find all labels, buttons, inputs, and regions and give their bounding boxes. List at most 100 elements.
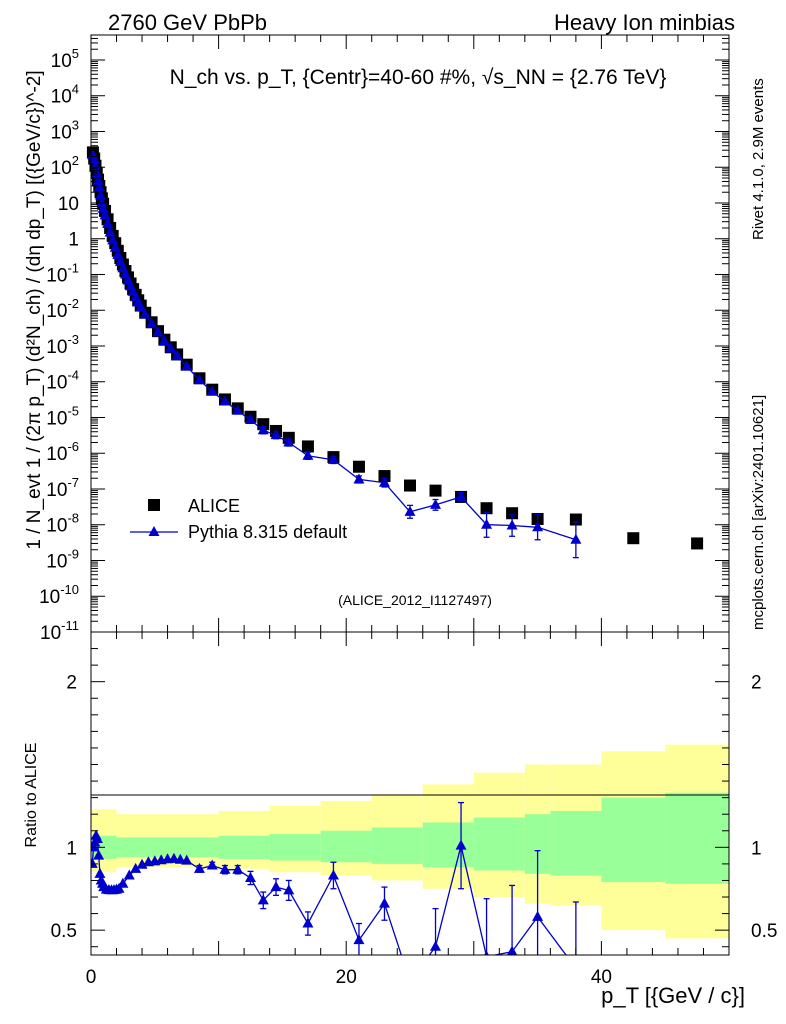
pythia-point xyxy=(455,490,467,501)
ratio-point xyxy=(206,859,218,870)
main-y-tick-label: 10-6 xyxy=(46,439,79,465)
pythia-point xyxy=(570,533,582,544)
ratio-band-green xyxy=(269,834,321,861)
main-y-tick-label: 105 xyxy=(51,46,79,72)
ratio-band-green xyxy=(665,792,729,884)
pythia-point xyxy=(158,334,170,345)
ratio-point xyxy=(455,839,467,850)
pythia-point xyxy=(206,385,218,396)
ratio-point xyxy=(378,897,390,908)
ratio-point xyxy=(257,894,269,905)
pythia-point xyxy=(532,521,544,532)
pythia-point xyxy=(181,360,193,371)
pythia-point xyxy=(404,505,416,516)
ratio-point xyxy=(91,857,98,868)
pythia-point xyxy=(506,519,518,530)
main-x-axis xyxy=(90,35,730,632)
ratio-y-tick-label: 1 xyxy=(66,838,77,859)
x-tick-label: 20 xyxy=(336,967,357,988)
alice-point xyxy=(404,479,416,492)
main-y-tick-label: 1 xyxy=(68,230,79,251)
watermark: (ALICE_2012_I1127497) xyxy=(338,592,492,608)
ratio-point xyxy=(506,945,518,955)
ratio-point xyxy=(181,854,193,865)
pythia-point xyxy=(171,349,183,360)
main-y-tick-label: 10-2 xyxy=(46,296,79,322)
main-y-tick-label: 103 xyxy=(51,117,79,143)
legend: ALICE Pythia 8.315 default xyxy=(130,496,347,542)
legend-alice-marker xyxy=(148,499,160,511)
ratio-point xyxy=(219,863,231,874)
ratio-point xyxy=(123,869,135,880)
x-axis-label: p_T [{GeV / c}] xyxy=(601,983,745,1008)
main-marks xyxy=(86,146,704,559)
pythia-point xyxy=(430,498,442,509)
pythia-point xyxy=(378,476,390,487)
ratio-point xyxy=(283,884,295,895)
ratio-band-green xyxy=(371,827,423,864)
main-panel: 10-1110-1010-910-810-710-610-510-410-310… xyxy=(24,34,730,644)
pythia-point xyxy=(146,317,158,328)
main-y-tick-label: 10-1 xyxy=(46,260,79,286)
pythia-point xyxy=(96,196,108,207)
x-tick-label: 40 xyxy=(591,967,612,988)
pythia-point xyxy=(95,189,107,200)
main-y-tick-label: 10-8 xyxy=(46,511,79,537)
ratio-y-axis-label: Ratio to ALICE xyxy=(23,743,40,848)
pythia-point xyxy=(283,436,295,447)
alice-point xyxy=(480,502,493,515)
ratio-x-axis: 0 20 40 xyxy=(86,632,730,988)
ratio-y-tick-label-right: 2 xyxy=(751,673,762,694)
pythia-point xyxy=(93,181,105,192)
ratio-y-tick-label-right: 0.5 xyxy=(751,921,777,942)
ratio-band-green xyxy=(320,830,372,863)
main-y-tick-label: 104 xyxy=(51,82,79,108)
header-collision: 2760 GeV PbPb xyxy=(108,10,267,35)
pythia-point xyxy=(92,174,104,185)
main-y-tick-label: 10-5 xyxy=(46,403,79,429)
pythia-point xyxy=(270,429,282,440)
alice-point xyxy=(352,460,365,473)
pythia-point xyxy=(193,374,205,385)
ratio-point xyxy=(130,862,142,873)
pythia-point xyxy=(139,308,151,319)
ratio-band-green xyxy=(550,810,602,876)
pythia-point xyxy=(107,234,119,245)
legend-pythia-label: Pythia 8.315 default xyxy=(188,522,347,542)
ratio-band-green xyxy=(473,817,525,871)
pythia-point xyxy=(102,217,114,228)
main-y-tick-label: 10-10 xyxy=(39,582,79,608)
ratio-point xyxy=(117,877,129,888)
ratio-point xyxy=(232,863,244,874)
ratio-point xyxy=(353,934,365,945)
ratio-point xyxy=(327,869,339,880)
header-process: Heavy Ion minbias xyxy=(554,10,735,35)
alice-point xyxy=(627,532,640,545)
pythia-point xyxy=(302,449,314,460)
pythia-point xyxy=(481,518,493,529)
pythia-point xyxy=(245,414,256,425)
ratio-point xyxy=(405,976,416,986)
plot-title: N_ch vs. p_T, {Centr}=40-60 #%, √s_NN = … xyxy=(170,66,667,89)
pythia-point xyxy=(99,209,111,220)
ratio-bands xyxy=(91,744,729,939)
pythia-point xyxy=(97,202,109,213)
pythia-point xyxy=(135,301,147,312)
ratio-point xyxy=(532,910,544,921)
legend-pythia-marker xyxy=(148,526,160,536)
pythia-point xyxy=(152,326,164,337)
main-y-tick-label: 10-9 xyxy=(46,546,79,572)
pythia-point xyxy=(165,342,177,353)
ratio-point xyxy=(270,881,282,892)
ratio-band-green xyxy=(422,822,474,868)
side-mcplots-label: mcplots.cern.ch [arXiv:2401.10621] xyxy=(750,395,767,630)
alice-point xyxy=(691,537,704,550)
ratio-point xyxy=(245,871,256,882)
main-y-tick-label: 10-7 xyxy=(46,475,79,501)
pythia-point xyxy=(109,241,121,252)
alice-point xyxy=(506,507,519,520)
main-y-tick-label: 10 xyxy=(58,194,79,215)
ratio-point xyxy=(484,950,489,955)
ratio-point xyxy=(302,917,314,928)
ratio-y-tick-label: 0.5 xyxy=(51,921,77,942)
